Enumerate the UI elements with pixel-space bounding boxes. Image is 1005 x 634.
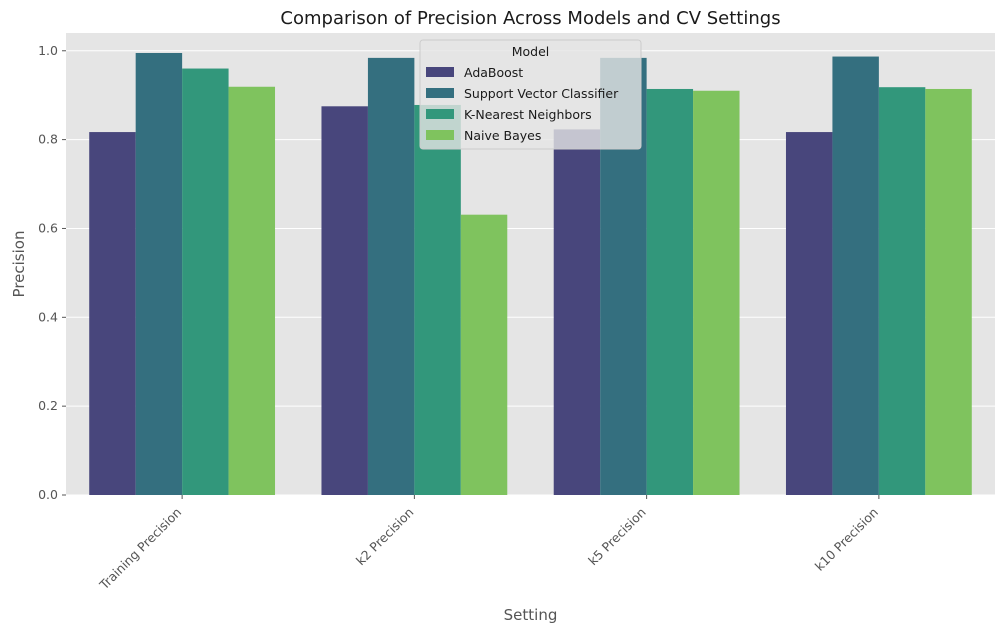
bar-naive-bayes	[228, 86, 276, 495]
legend-label: Support Vector Classifier	[464, 86, 619, 101]
x-axis-ticks: Training Precision k2 Precision k5 Precisi…	[96, 495, 881, 593]
x-tick-label: Training Precision	[96, 505, 184, 593]
legend-swatch	[426, 109, 454, 119]
x-tick-label: k2 Precision	[353, 505, 417, 569]
legend-box	[419, 39, 642, 150]
y-tick-label: 0.2	[38, 398, 58, 413]
y-tick-label: 0.0	[38, 487, 58, 502]
y-axis-label: Precision	[10, 231, 28, 298]
legend: Model AdaBoost Support Vector Classifier K-…	[419, 39, 642, 150]
bar-k-nearest-neighbors	[646, 88, 694, 495]
bar-naive-bayes	[460, 214, 508, 496]
bar-k-nearest-neighbors	[414, 104, 461, 495]
legend-label: K-Nearest Neighbors	[464, 107, 592, 122]
x-axis-label: Setting	[504, 606, 558, 624]
legend-swatch	[426, 130, 454, 140]
bar-adaboost	[89, 132, 136, 495]
y-tick-label: 1.0	[38, 43, 58, 58]
bar-adaboost	[553, 129, 601, 495]
x-tick-label: k5 Precision	[585, 505, 649, 569]
bar-adaboost	[785, 132, 833, 495]
bar-naive-bayes	[693, 90, 740, 495]
bar-adaboost	[321, 106, 368, 495]
bar-support-vector-classifier	[135, 52, 183, 495]
y-tick-label: 0.6	[38, 220, 58, 235]
legend-label: AdaBoost	[464, 65, 523, 80]
legend-swatch	[426, 67, 454, 77]
legend-label: Naive Bayes	[464, 128, 541, 143]
y-axis-ticks: 0.0 0.2 0.4 0.6 0.8 1.0	[38, 43, 66, 502]
legend-title: Model	[512, 44, 550, 59]
bar-k-nearest-neighbors	[878, 87, 926, 495]
legend-swatch	[426, 88, 454, 98]
y-tick-label: 0.4	[38, 309, 58, 324]
bar-support-vector-classifier	[367, 57, 415, 495]
bar-support-vector-classifier	[832, 56, 879, 496]
x-tick-label: k10 Precision	[812, 505, 881, 574]
bars	[89, 52, 972, 496]
bar-naive-bayes	[925, 88, 972, 495]
bar-k-nearest-neighbors	[182, 68, 229, 496]
y-tick-label: 0.8	[38, 132, 58, 147]
chart-title: Comparison of Precision Across Models an…	[280, 8, 780, 29]
